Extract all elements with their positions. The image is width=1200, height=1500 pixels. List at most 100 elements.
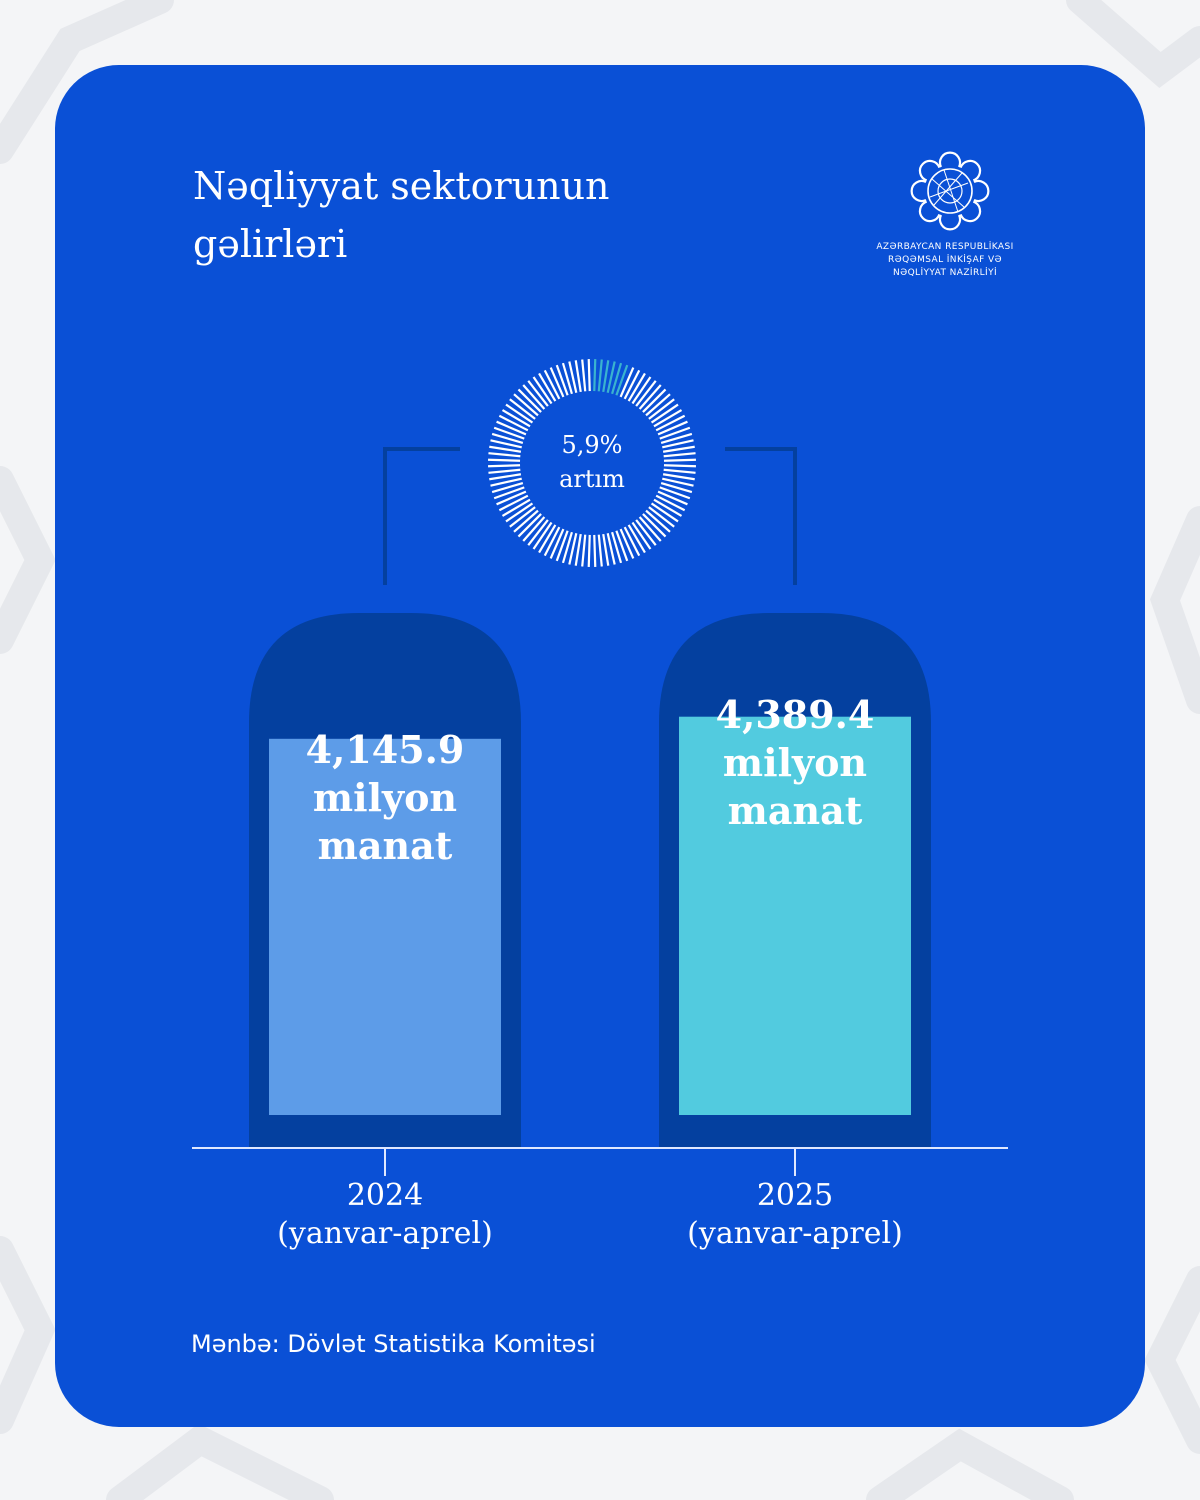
ring-segment	[549, 528, 565, 559]
ring-segment	[657, 490, 688, 506]
chart-title: Nəqliyyat sektorunun gəlirləri	[193, 157, 753, 273]
ring-segment	[543, 369, 561, 400]
ring-segment	[631, 376, 652, 405]
ring-segment	[623, 369, 641, 400]
ring-segment	[488, 452, 521, 458]
ring-segment	[543, 526, 561, 557]
ring-segment	[498, 414, 529, 432]
ring-segment	[662, 473, 695, 481]
ring-segment	[648, 506, 675, 528]
ring-segment	[549, 367, 565, 398]
ministry-name-line-3: NƏQLİYYAT NAZİRLİYİ	[892, 268, 998, 278]
ring-segment	[505, 502, 534, 523]
ministry-name-line-2: RƏQƏMSAL İNKİŞAF VƏ	[887, 255, 1003, 265]
ring-segment	[611, 531, 623, 564]
ring-segment-growth	[602, 360, 610, 393]
ring-segment	[663, 452, 696, 458]
ring-segment	[555, 530, 569, 562]
ring-segment	[657, 420, 688, 436]
category-label-2025: 2025	[757, 1178, 833, 1213]
ring-segment	[505, 403, 534, 424]
ring-segment	[631, 521, 652, 550]
ring-segment-growth	[597, 359, 603, 392]
ring-segment-growth	[593, 359, 597, 392]
ring-segment	[496, 420, 527, 436]
ring-segment	[650, 403, 679, 424]
ring-segment	[635, 380, 657, 407]
connector-left	[383, 447, 460, 585]
ring-segment	[597, 534, 603, 567]
ring-segment	[662, 439, 694, 449]
value-label-2024: 4,145.9	[306, 727, 465, 772]
ring-segment	[488, 468, 521, 474]
ring-segment	[627, 524, 646, 554]
ring-segment	[489, 445, 522, 453]
ring-segment	[587, 534, 591, 567]
ring-segment	[645, 393, 671, 417]
revenue-bar-chart: 4,145.9milyonmanat4,389.4milyonmanat2024…	[192, 359, 1008, 1251]
ring-segment	[581, 359, 587, 392]
ring-segment	[593, 534, 597, 567]
ring-segment	[653, 498, 683, 517]
ring-segment	[568, 533, 578, 565]
ring-segment	[660, 482, 693, 494]
ring-segment	[627, 372, 646, 402]
ring-segment	[532, 376, 553, 405]
ring-segment	[555, 364, 569, 396]
ring-segment	[606, 533, 616, 565]
ring-segment	[653, 409, 683, 428]
ring-segment	[660, 432, 693, 444]
ring-segment-growth	[606, 361, 616, 393]
ring-segment-growth	[615, 364, 629, 396]
title-line-2: gəlirləri	[193, 222, 348, 266]
growth-label: 5,9%	[562, 431, 623, 459]
value-label-2024: manat	[318, 823, 453, 868]
ring-segment	[501, 498, 531, 517]
ring-segment	[638, 384, 662, 410]
ring-segment	[642, 513, 667, 538]
ring-segment	[513, 509, 539, 533]
ring-segment	[623, 526, 641, 557]
ministry-name-line-1: AZƏRBAYCAN RESPUBLİKASI	[876, 242, 1014, 252]
infographic-card: Nəqliyyat sektorunun gəlirləri AZƏRBAYCA…	[55, 65, 1145, 1427]
ring-segment	[498, 494, 529, 512]
ring-segment	[581, 534, 587, 567]
ring-segment	[501, 409, 531, 428]
ring-segment	[527, 519, 549, 546]
ring-segment	[663, 464, 696, 468]
ring-segment	[513, 393, 539, 417]
bar-2025	[679, 716, 911, 1115]
ring-segment	[587, 359, 591, 392]
ring-segment	[662, 445, 695, 453]
ministry-name: AZƏRBAYCAN RESPUBLİKASI RƏQƏMSAL İNKİŞAF…	[860, 241, 1030, 280]
ring-segment	[619, 528, 635, 559]
ring-segment	[517, 513, 542, 538]
ring-segment	[561, 531, 573, 564]
ring-segment	[659, 486, 691, 500]
ring-segment	[493, 426, 525, 440]
category-sublabel-2025: (yanvar-aprel)	[687, 1216, 903, 1251]
ring-segment	[615, 530, 629, 562]
ring-segment	[662, 477, 694, 487]
ring-segment	[574, 360, 582, 393]
value-label-2025: 4,389.4	[716, 692, 875, 737]
ring-segment	[574, 533, 582, 566]
category-label-2024: 2024	[347, 1178, 423, 1213]
source-note: Mənbə: Dövlət Statistika Komitəsi	[191, 1330, 596, 1358]
ministry-logo-icon	[910, 151, 990, 231]
ring-segment	[645, 509, 671, 533]
ring-segment	[491, 482, 524, 494]
ring-segment	[490, 439, 522, 449]
ring-segment	[663, 468, 696, 474]
ring-segment	[602, 533, 610, 566]
ring-segment	[655, 494, 686, 512]
ring-segment	[491, 432, 524, 444]
ring-segment	[509, 398, 536, 420]
growth-label: artım	[559, 465, 625, 493]
ring-segment	[490, 477, 522, 487]
value-label-2024: milyon	[313, 775, 457, 820]
ring-segment	[642, 388, 667, 413]
ring-segment-growth	[611, 362, 623, 395]
ring-segment	[659, 426, 691, 440]
ring-segment	[489, 473, 522, 481]
